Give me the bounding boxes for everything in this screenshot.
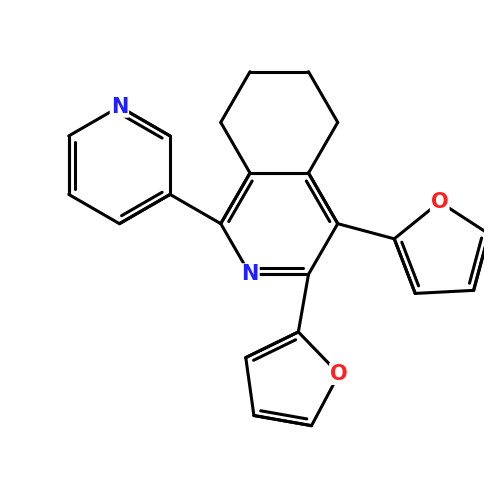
Text: O: O bbox=[431, 192, 448, 212]
Text: O: O bbox=[330, 364, 348, 384]
Text: N: N bbox=[110, 96, 128, 116]
Text: N: N bbox=[242, 264, 258, 284]
